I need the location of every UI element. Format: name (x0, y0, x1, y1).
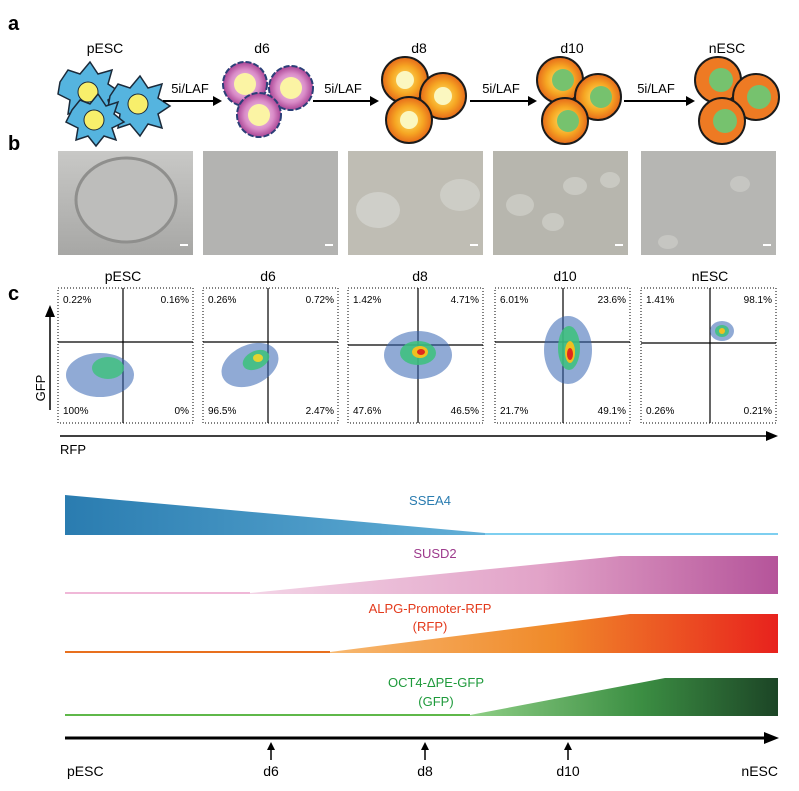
quadrant-lr-nesc: 0.21% (744, 406, 772, 417)
timeline-label-d6: d6 (263, 763, 279, 779)
quadrant-ul-d10: 6.01% (500, 295, 528, 306)
susd2-label: SUSD2 (413, 546, 456, 561)
flow-plot-pesc: 0.22% 0.16% 100% 0% (57, 287, 194, 424)
flow-plot-d8: 1.42% 4.71% 47.6% 46.5% (347, 287, 484, 424)
timeline-tick-d6 (267, 742, 275, 760)
nesc-cells (694, 56, 780, 145)
ssea4-profile: SSEA4 (65, 493, 778, 535)
timeline: pESC d6 d8 d10 nESC (65, 732, 779, 779)
quadrant-ur-nesc: 98.1% (744, 295, 772, 306)
arrow-4-label: 5i/LAF (637, 81, 675, 96)
timeline-label-d10: d10 (556, 763, 580, 779)
arrow-2-label: 5i/LAF (324, 81, 362, 96)
rfp-label: (RFP) (413, 619, 448, 634)
quadrant-ur-d8: 4.71% (451, 295, 479, 306)
rfp-axis-label: RFP (60, 442, 86, 457)
quadrant-ur-pesc: 0.16% (161, 295, 189, 306)
oct4-label: OCT4-ΔPE-GFP (388, 675, 484, 690)
quadrant-ll-nesc: 0.26% (646, 406, 674, 417)
stage-label-d10: d10 (560, 40, 584, 56)
alpg-label: ALPG-Promoter-RFP (369, 601, 492, 616)
arrow-3: 5i/LAF (470, 81, 537, 106)
micrograph-pesc (58, 151, 193, 255)
quadrant-lr-pesc: 0% (175, 406, 190, 417)
gfp-axis-arrow: GFP (33, 305, 55, 410)
timeline-label-nesc: nESC (741, 763, 778, 779)
flow-title-d6: d6 (260, 268, 276, 284)
panel-a: pESC d6 d8 d10 nESC 5i/LAF (57, 40, 780, 148)
flow-title-d10: d10 (553, 268, 577, 284)
quadrant-ll-d6: 96.5% (208, 406, 236, 417)
quadrant-ll-pesc: 100% (63, 406, 89, 417)
quadrant-lr-d10: 49.1% (598, 406, 626, 417)
arrow-3-label: 5i/LAF (482, 81, 520, 96)
gfp-axis-label: GFP (33, 375, 48, 402)
flow-title-nesc: nESC (692, 268, 729, 284)
micrograph-d6 (203, 151, 338, 255)
quadrant-ll-d8: 47.6% (353, 406, 381, 417)
panel-letter-c: c (8, 283, 19, 305)
arrow-4: 5i/LAF (624, 81, 695, 106)
susd2-profile: SUSD2 (65, 546, 778, 594)
micrograph-d10 (493, 151, 628, 255)
arrow-1: 5i/LAF (163, 81, 222, 106)
rfp-axis-arrow: RFP (60, 431, 778, 457)
quadrant-ul-d6: 0.26% (208, 295, 236, 306)
panel-letter-a: a (8, 13, 20, 35)
pesc-cells (57, 60, 172, 148)
flow-title-pesc: pESC (105, 268, 142, 284)
arrow-1-label: 5i/LAF (171, 81, 209, 96)
micrograph-nesc (641, 151, 776, 255)
marker-profiles: SSEA4 SUSD2 ALPG-Promoter-RFP (RFP) OCT4… (65, 493, 778, 716)
arrow-2: 5i/LAF (313, 81, 379, 106)
panel-c: pESC d6 d8 d10 nESC 0.22% 0.16% 100% 0% … (33, 268, 778, 457)
quadrant-lr-d8: 46.5% (451, 406, 479, 417)
micrograph-d8 (348, 151, 483, 255)
timeline-label-pesc: pESC (67, 763, 104, 779)
panel-b (58, 151, 776, 255)
quadrant-ur-d6: 0.72% (306, 295, 334, 306)
flow-title-d8: d8 (412, 268, 428, 284)
panel-letter-b: b (8, 133, 20, 155)
stage-label-d8: d8 (411, 40, 427, 56)
flow-plot-d6: 0.26% 0.72% 96.5% 2.47% (202, 287, 339, 424)
timeline-label-d8: d8 (417, 763, 433, 779)
gfp-label: (GFP) (418, 694, 453, 709)
stage-label-d6: d6 (254, 40, 270, 56)
ssea4-label: SSEA4 (409, 493, 451, 508)
quadrant-ul-nesc: 1.41% (646, 295, 674, 306)
d8-cells (381, 56, 467, 144)
quadrant-ul-d8: 1.42% (353, 295, 381, 306)
flow-plot-d10: 6.01% 23.6% 21.7% 49.1% (494, 287, 631, 424)
stage-label-nesc: nESC (709, 40, 746, 56)
rfp-profile: ALPG-Promoter-RFP (RFP) (65, 601, 778, 653)
gfp-profile: OCT4-ΔPE-GFP (GFP) (65, 675, 778, 716)
quadrant-ll-d10: 21.7% (500, 406, 528, 417)
quadrant-ur-d10: 23.6% (598, 295, 626, 306)
d10-cells (536, 56, 622, 145)
timeline-tick-d8 (421, 742, 429, 760)
timeline-tick-d10 (564, 742, 572, 760)
quadrant-ul-pesc: 0.22% (63, 295, 91, 306)
stage-label-pesc: pESC (87, 40, 124, 56)
flow-plot-nesc: 1.41% 98.1% 0.26% 0.21% (640, 287, 777, 424)
d6-cells (222, 61, 314, 138)
quadrant-lr-d6: 2.47% (306, 406, 334, 417)
